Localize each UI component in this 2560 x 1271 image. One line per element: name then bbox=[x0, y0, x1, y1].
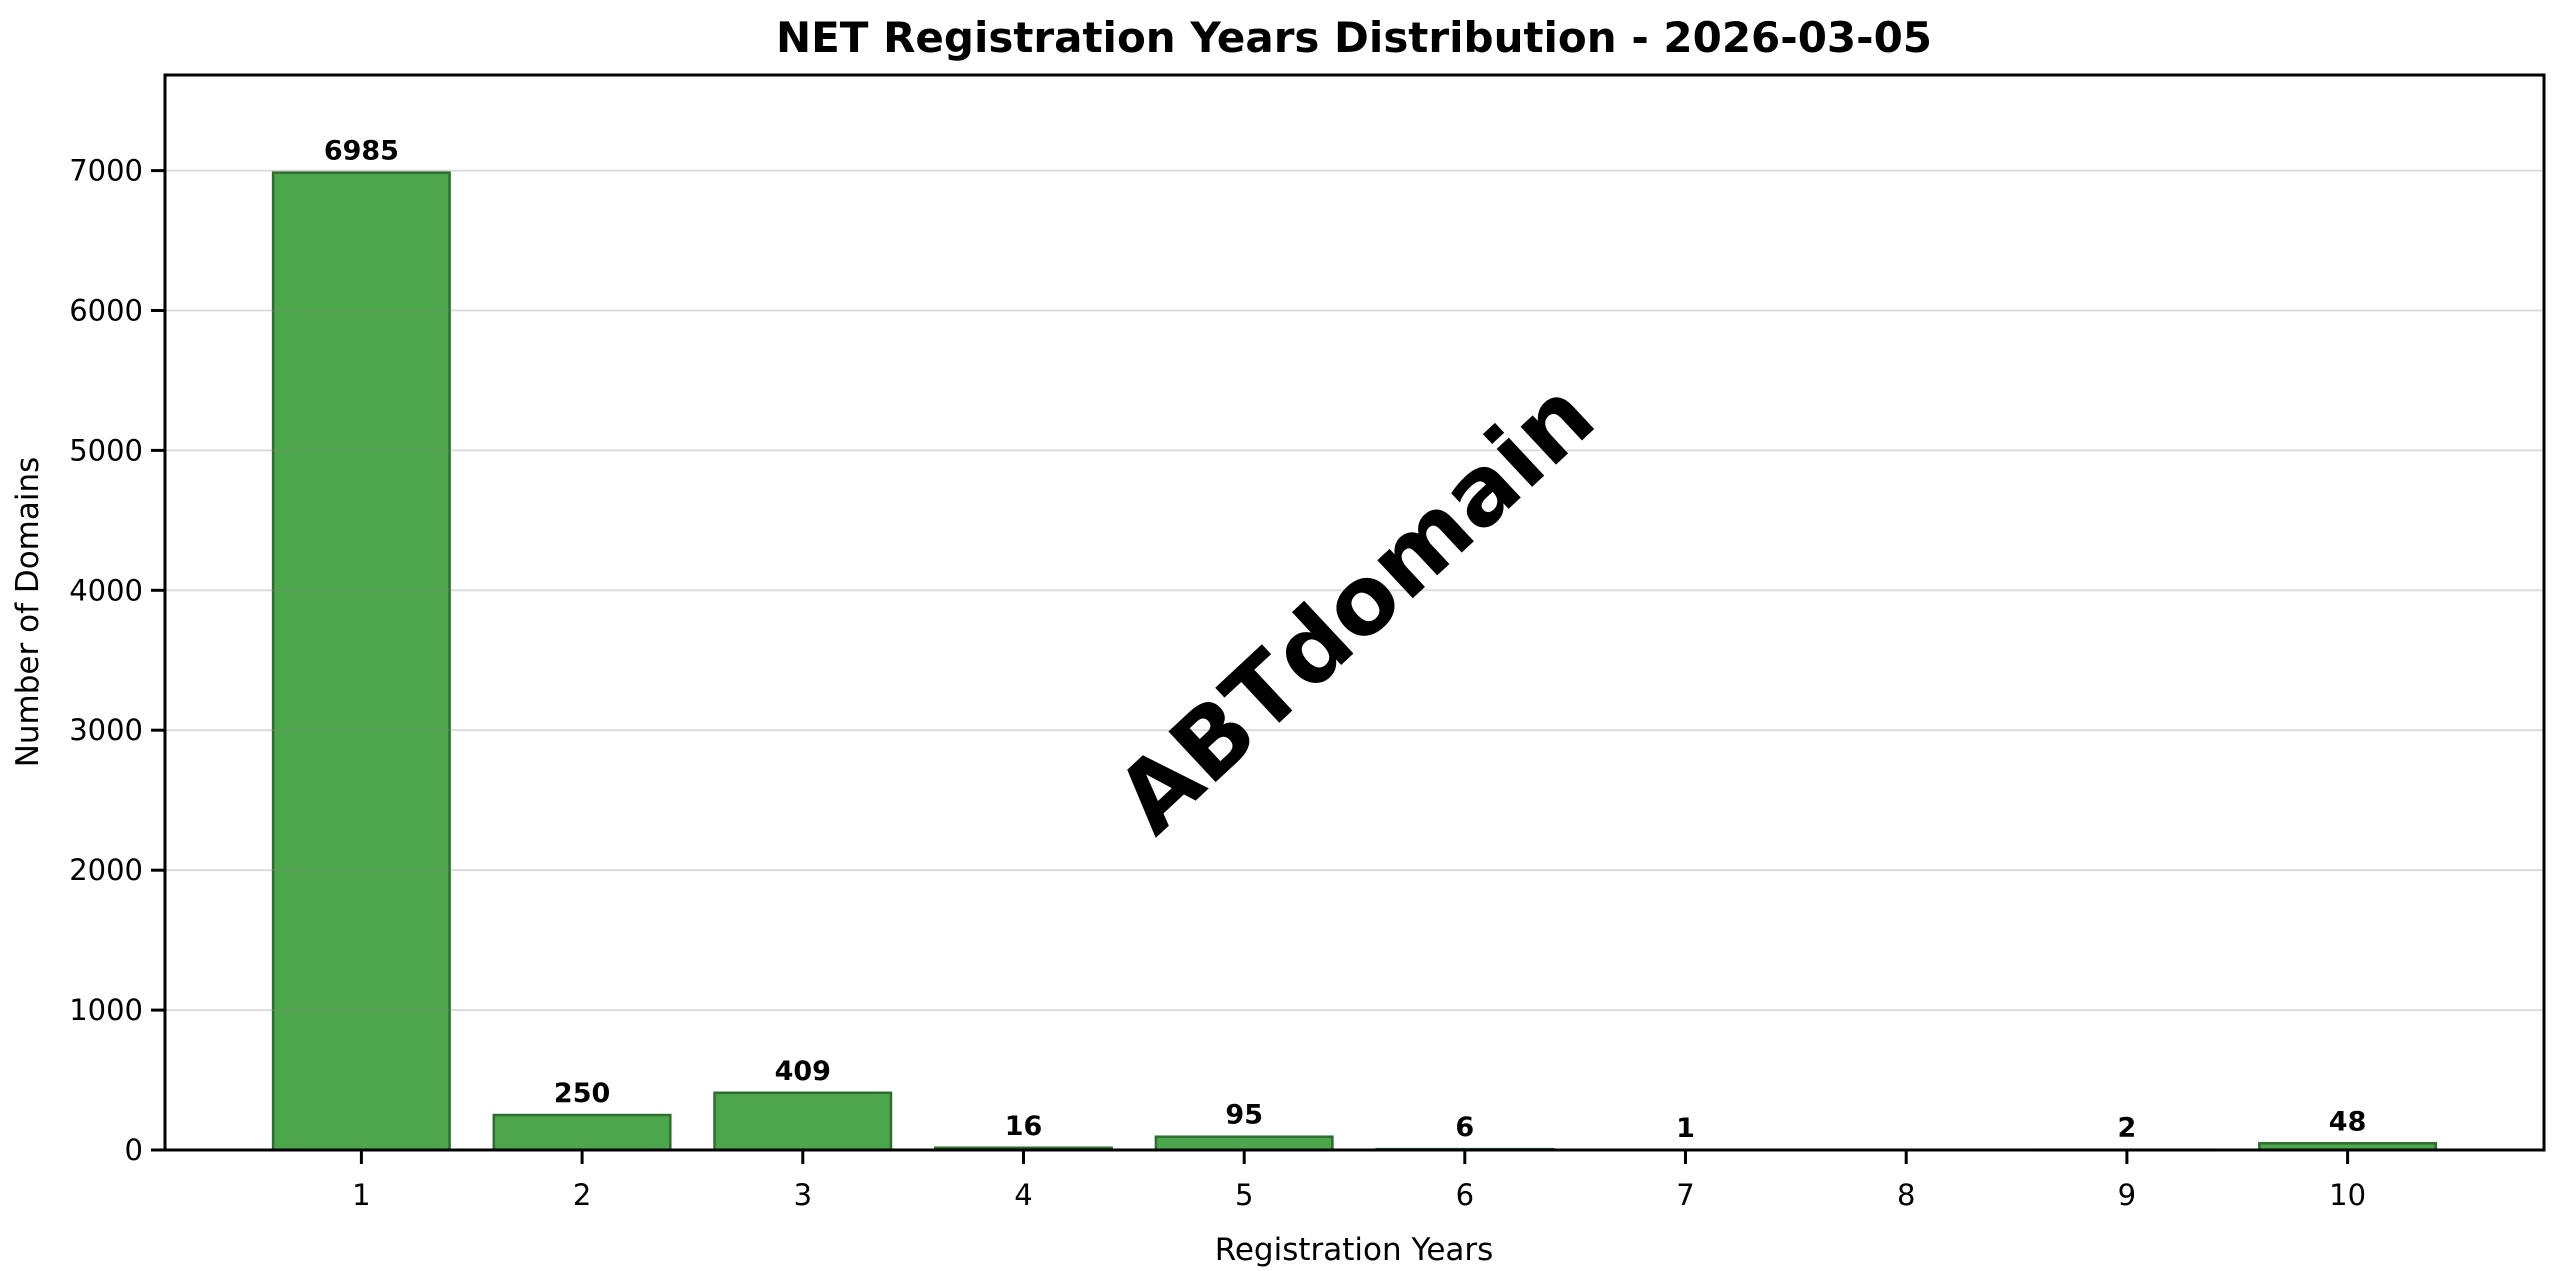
bar-value-label: 409 bbox=[775, 1056, 831, 1087]
bar-value-label: 1 bbox=[1676, 1113, 1695, 1144]
x-tick-label: 3 bbox=[794, 1178, 812, 1212]
y-tick-label: 5000 bbox=[69, 433, 143, 467]
bar-value-label: 6 bbox=[1455, 1112, 1474, 1143]
bar bbox=[492, 1113, 672, 1152]
plot-border bbox=[163, 73, 2546, 1152]
bar-value-label: 95 bbox=[1225, 1100, 1263, 1131]
chart-title: NET Registration Years Distribution - 20… bbox=[776, 13, 1932, 62]
x-tick-label: 7 bbox=[1676, 1178, 1694, 1212]
y-tick-label: 4000 bbox=[69, 573, 143, 607]
bar bbox=[271, 171, 451, 1152]
x-tick-label: 1 bbox=[352, 1178, 370, 1212]
y-tick-label: 3000 bbox=[69, 713, 143, 747]
x-tick-label: 4 bbox=[1014, 1178, 1032, 1212]
bar-value-label: 2 bbox=[2118, 1113, 2137, 1144]
x-tick-label: 9 bbox=[2118, 1178, 2136, 1212]
x-tick-label: 6 bbox=[1456, 1178, 1474, 1212]
y-tick-label: 0 bbox=[125, 1133, 143, 1167]
bar-value-label: 16 bbox=[1005, 1111, 1043, 1142]
x-tick-label: 5 bbox=[1235, 1178, 1253, 1212]
bar-value-label: 250 bbox=[554, 1078, 610, 1109]
x-axis-title: Registration Years bbox=[1215, 1232, 1494, 1268]
bar-value-label: 48 bbox=[2329, 1106, 2367, 1137]
y-tick-label: 1000 bbox=[69, 993, 143, 1027]
x-tick-label: 10 bbox=[2329, 1178, 2366, 1212]
axes-group: 0 1000 2000 3000 4000 5000 6000 7000 1 2 3 4 5 6 7 8 9 10 bbox=[69, 154, 2366, 1212]
bar-value-label: 6985 bbox=[324, 136, 399, 167]
bar bbox=[713, 1091, 893, 1152]
watermark-text: ABTdomain bbox=[1096, 360, 1615, 855]
x-tick-label: 8 bbox=[1897, 1178, 1915, 1212]
bar bbox=[1154, 1135, 1334, 1152]
y-tick-label: 6000 bbox=[69, 294, 143, 328]
bar-value-labels-group: 6985 250 409 16 95 6 1 2 48 bbox=[324, 136, 2367, 1144]
y-axis-title: Number of Domains bbox=[10, 457, 46, 768]
y-tick-label: 2000 bbox=[69, 853, 143, 887]
x-tick-label: 2 bbox=[573, 1178, 591, 1212]
bars-group bbox=[271, 171, 2438, 1152]
y-tick-label: 7000 bbox=[69, 154, 143, 188]
